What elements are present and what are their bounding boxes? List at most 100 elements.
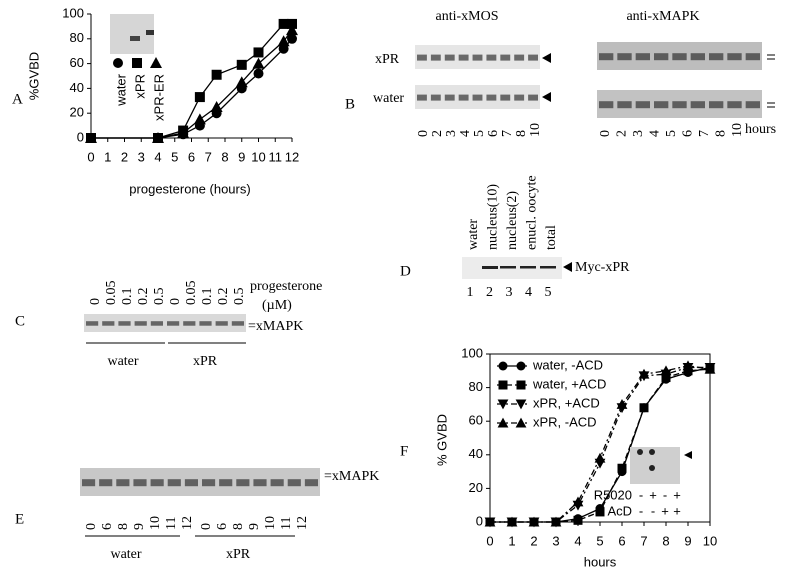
marker	[177, 127, 190, 139]
blot-band	[458, 54, 469, 61]
lane-label: water	[466, 219, 481, 250]
blot	[80, 468, 320, 496]
marker	[194, 92, 205, 103]
lane-label: 12	[295, 516, 310, 530]
blot-band	[745, 53, 760, 61]
blot-band	[520, 266, 536, 269]
y-tick-label: 20	[469, 480, 483, 495]
marker	[660, 365, 672, 376]
x-tick-label: 7	[640, 533, 647, 548]
inset-label: AcD	[607, 503, 632, 518]
lane-label: total	[544, 225, 559, 250]
x-tick-label: 11	[269, 149, 283, 164]
panel-letter: F	[400, 443, 408, 459]
lane-label: enucl. oocyte	[525, 175, 540, 250]
band-label: =xMAPK	[248, 319, 303, 334]
blot-band	[690, 101, 705, 109]
lane-label: 0.2	[136, 288, 151, 306]
lane-label: 6	[215, 523, 230, 530]
blot-band	[253, 479, 267, 487]
x-tick-label: 12	[285, 149, 299, 164]
x-tick-label: 1	[508, 533, 515, 548]
inset-sign: +	[649, 487, 657, 502]
lane-label: 0.05	[184, 281, 199, 306]
lane-label: 0.2	[216, 288, 231, 306]
blot-band	[150, 321, 163, 326]
blot	[84, 314, 246, 332]
blot-band	[219, 479, 233, 487]
lane-label: 2	[615, 130, 630, 137]
blot-band	[482, 266, 498, 269]
blot-band	[745, 101, 760, 109]
lane-label: nucleus(10)	[486, 184, 501, 250]
lane-number: 3	[506, 285, 513, 300]
inset-sign: -	[639, 503, 643, 518]
blot-band	[727, 53, 742, 61]
marker	[150, 57, 162, 68]
inset-sign: +	[673, 487, 681, 502]
blot-band	[270, 479, 284, 487]
unit-label: (µM)	[262, 298, 292, 313]
marker	[497, 417, 509, 428]
blot-band	[183, 321, 196, 326]
blot-band	[430, 54, 441, 61]
marker	[515, 417, 527, 428]
lane-label: 10	[263, 516, 278, 530]
lane-label: 10	[148, 516, 163, 530]
marker	[235, 76, 248, 88]
marker	[287, 18, 297, 29]
row-label: water	[373, 91, 404, 106]
group-label: water	[110, 547, 141, 562]
lane-label: 9	[247, 523, 262, 530]
blot-band	[118, 321, 131, 326]
lane-label: 3	[444, 130, 459, 137]
blot-band	[146, 30, 154, 35]
panel-letter: E	[15, 511, 24, 527]
blot-band	[690, 53, 705, 61]
group-label: xPR	[226, 547, 251, 562]
y-tick-label: 60	[70, 55, 84, 70]
antibody-label: anti-xMOS	[436, 9, 499, 24]
marker	[515, 399, 527, 410]
marker	[617, 463, 627, 473]
blot-band	[472, 54, 483, 61]
marker	[573, 515, 583, 525]
band-label: =xMAPK	[324, 469, 379, 484]
y-axis-label: % GVBD	[434, 414, 449, 466]
lane-label: 5	[664, 130, 679, 137]
legend-label: xPR	[132, 74, 147, 99]
y-tick-label: 40	[469, 446, 483, 461]
blot-band	[236, 479, 250, 487]
marker	[113, 58, 123, 68]
blot-band	[486, 94, 497, 101]
blot-band	[500, 266, 516, 269]
blot-band	[599, 53, 614, 61]
lane-label: 6	[100, 523, 115, 530]
lane-label: 4	[648, 130, 663, 137]
marker	[506, 516, 518, 527]
marker	[152, 132, 164, 143]
panel-letter: C	[15, 313, 25, 329]
blot-band	[540, 266, 556, 269]
legend-label: xPR-ER	[151, 74, 166, 121]
x-tick-label: 2	[121, 149, 128, 164]
lane-label: 8	[514, 130, 529, 137]
blot-band	[486, 54, 497, 61]
lane-label: 4	[458, 130, 473, 137]
marker	[193, 113, 206, 125]
lane-label: 10	[528, 123, 543, 137]
legend-label: water, -ACD	[532, 357, 603, 372]
panel-letter: D	[400, 263, 411, 279]
lane-label: 12	[180, 516, 195, 530]
lane-label: 0	[598, 130, 613, 137]
marker	[595, 507, 605, 517]
marker	[498, 361, 508, 371]
y-axis-label: %GVBD	[26, 52, 41, 100]
marker	[286, 24, 298, 36]
y-tick-label: 100	[461, 345, 483, 360]
blot-band	[167, 321, 180, 326]
marker	[497, 399, 509, 410]
lane-number: 5	[545, 285, 552, 300]
marker	[252, 57, 265, 69]
marker	[132, 58, 142, 68]
